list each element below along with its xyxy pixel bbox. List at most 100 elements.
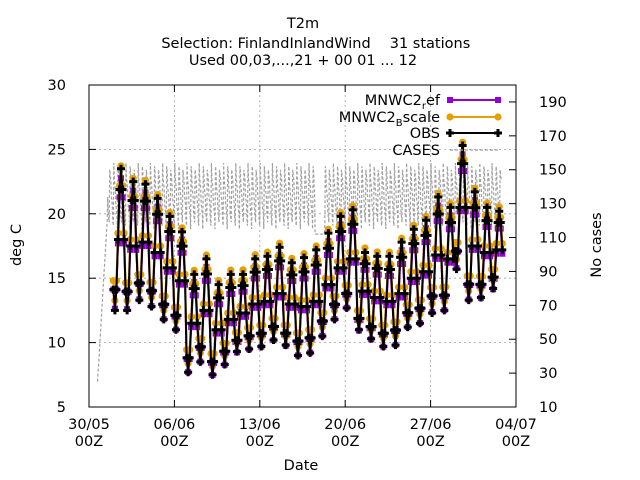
- y2-tick-label: 110: [539, 231, 567, 247]
- point-obs: [222, 347, 231, 356]
- point-obs: [458, 141, 467, 150]
- point-obs: [490, 273, 499, 282]
- point-obs: [361, 248, 370, 257]
- point-obs: [417, 304, 426, 313]
- point-obs: [409, 225, 418, 234]
- point-obs: [464, 296, 473, 305]
- point-obs: [470, 187, 479, 196]
- x-tick-sublabel: 00Z: [75, 434, 103, 450]
- legend-label: OBS: [410, 126, 440, 142]
- point-obs: [129, 177, 138, 186]
- point-obs: [277, 256, 286, 265]
- point-obs: [325, 244, 334, 253]
- x-axis-label: Date: [284, 458, 319, 474]
- point-obs: [120, 235, 129, 244]
- y-tick-label: 5: [57, 400, 66, 416]
- point-mnwc2bscale: [361, 244, 369, 252]
- point-obs: [254, 299, 263, 308]
- point-obs: [330, 315, 339, 324]
- point-obs: [476, 293, 485, 302]
- y-axis-label: deg C: [9, 224, 25, 266]
- point-obs: [301, 267, 310, 276]
- point-obs: [423, 231, 432, 240]
- point-obs: [437, 251, 446, 260]
- y2-tick-label: 10: [539, 400, 557, 416]
- point-obs: [364, 287, 373, 296]
- point-obs: [132, 242, 141, 250]
- point-obs: [489, 284, 498, 293]
- point-obs: [397, 238, 406, 247]
- point-obs: [155, 210, 164, 219]
- point-obs: [400, 289, 409, 298]
- point-obs: [229, 315, 238, 324]
- legend-marker-obs: [446, 129, 454, 137]
- y2-tick-label: 30: [539, 366, 557, 382]
- point-obs: [422, 216, 431, 225]
- point-obs: [264, 265, 273, 274]
- point-obs: [191, 284, 200, 293]
- point-obs: [216, 293, 225, 302]
- point-obs: [336, 212, 345, 221]
- legend-label: MNWC2ref: [365, 93, 441, 112]
- x-tick-sublabel: 00Z: [246, 434, 274, 450]
- point-obs: [124, 287, 133, 296]
- point-obs: [283, 329, 292, 338]
- point-obs: [447, 218, 456, 227]
- point-obs: [239, 270, 248, 279]
- point-obs: [202, 254, 211, 263]
- point-obs: [373, 252, 382, 261]
- point-obs: [428, 308, 437, 317]
- point-obs: [263, 252, 272, 261]
- point-mnwc2bscale: [288, 254, 296, 262]
- point-obs: [190, 270, 199, 279]
- y2-tick-label: 150: [539, 163, 567, 179]
- point-obs: [184, 368, 193, 377]
- y2-tick-label: 170: [539, 129, 567, 145]
- point-obs: [318, 332, 327, 341]
- y-tick-label: 25: [48, 142, 66, 158]
- y2-tick-label: 70: [539, 298, 557, 314]
- y-tick-label: 20: [48, 207, 66, 223]
- point-obs: [386, 265, 395, 274]
- y-tick-label: 30: [48, 78, 66, 94]
- point-obs: [266, 297, 275, 306]
- point-obs: [449, 254, 458, 263]
- point-obs: [232, 347, 241, 356]
- point-obs: [275, 243, 284, 252]
- grid-lines: [89, 85, 516, 407]
- axis-ticks: 5 10 15 20 25 30 10 30 50 70 90 110 130 150 170 190 30/0…: [48, 78, 567, 450]
- point-obs: [348, 205, 357, 214]
- point-mnwc2bscale: [373, 248, 381, 256]
- point-obs: [379, 342, 388, 351]
- point-obs: [242, 308, 251, 317]
- point-obs: [149, 286, 158, 295]
- y-tick-label: 15: [48, 271, 66, 287]
- point-obs: [173, 311, 182, 320]
- point-obs: [181, 276, 190, 285]
- point-obs: [142, 197, 151, 206]
- point-obs: [252, 268, 261, 277]
- point-obs: [278, 289, 287, 298]
- point-obs: [167, 227, 176, 236]
- point-obs: [269, 336, 278, 345]
- x-tick-sublabel: 00Z: [160, 434, 188, 450]
- point-obs: [135, 296, 144, 305]
- y2-tick-label: 90: [539, 264, 557, 280]
- point-obs: [356, 314, 365, 323]
- point-mnwc2bscale: [251, 251, 259, 259]
- point-obs: [210, 357, 219, 366]
- point-obs: [391, 341, 400, 350]
- x-tick-label: 04/07: [495, 417, 537, 433]
- point-obs: [472, 203, 481, 212]
- point-obs: [344, 289, 353, 298]
- y2-axis-label: No cases: [589, 212, 605, 277]
- point-obs: [454, 247, 463, 256]
- point-mnwc2bscale: [385, 248, 394, 256]
- chart-subtitle-stations: 31 stations: [390, 36, 471, 52]
- point-obs: [228, 283, 237, 292]
- x-tick-sublabel: 00Z: [331, 434, 359, 450]
- point-obs: [374, 264, 383, 273]
- point-obs: [295, 337, 304, 346]
- point-obs: [403, 323, 412, 332]
